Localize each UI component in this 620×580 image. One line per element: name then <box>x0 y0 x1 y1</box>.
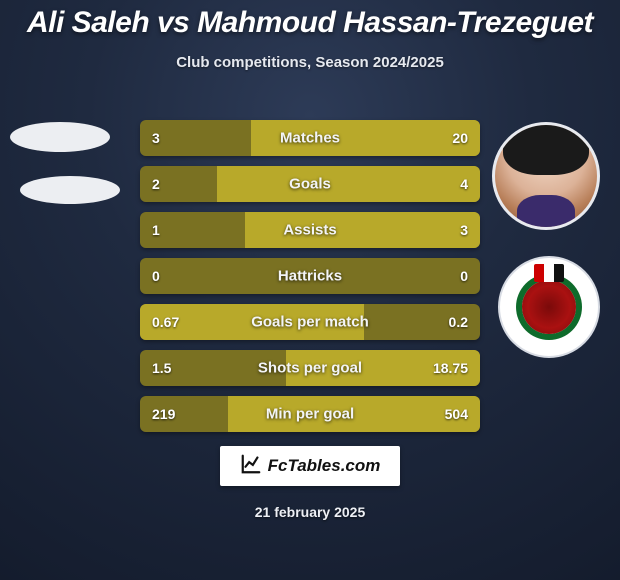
stat-left-fill <box>228 396 310 432</box>
stat-right-fill <box>310 304 364 340</box>
stat-right-value: 18.75 <box>433 360 468 376</box>
stat-right-fill <box>310 166 480 202</box>
content: Ali Saleh vs Mahmoud Hassan-Trezeguet Cl… <box>0 0 620 580</box>
stat-left-value: 219 <box>152 406 175 422</box>
avatar-right-player <box>492 122 600 230</box>
stat-right-value: 0 <box>460 268 468 284</box>
stat-row: 00Hattricks <box>140 258 480 294</box>
stat-right-value: 3 <box>460 222 468 238</box>
stat-right-value: 0.2 <box>449 314 468 330</box>
stat-row: 24Goals <box>140 166 480 202</box>
stat-left-fill <box>251 120 311 156</box>
stat-right-half <box>310 258 480 294</box>
subtitle: Club competitions, Season 2024/2025 <box>0 54 620 71</box>
chart-icon <box>240 453 262 480</box>
page-title: Ali Saleh vs Mahmoud Hassan-Trezeguet <box>0 0 620 40</box>
stat-right-value: 4 <box>460 176 468 192</box>
avatar-left-club <box>20 176 120 204</box>
stat-left-half <box>140 120 310 156</box>
stat-right-value: 20 <box>452 130 468 146</box>
stat-row: 0.670.2Goals per match <box>140 304 480 340</box>
stat-left-fill <box>217 166 311 202</box>
stat-right-fill <box>310 212 480 248</box>
avatar-left-player <box>10 122 110 152</box>
stat-left-fill <box>286 350 310 386</box>
stat-left-value: 1.5 <box>152 360 171 376</box>
stat-left-half <box>140 212 310 248</box>
date-label: 21 february 2025 <box>0 504 620 520</box>
stat-right-half <box>310 212 480 248</box>
stat-row: 1.518.75Shots per goal <box>140 350 480 386</box>
stat-left-value: 0.67 <box>152 314 179 330</box>
brand-badge: FcTables.com <box>220 446 400 486</box>
avatar-right-club <box>498 256 600 358</box>
stat-row: 219504Min per goal <box>140 396 480 432</box>
stat-row: 13Assists <box>140 212 480 248</box>
brand-text: FcTables.com <box>268 456 381 476</box>
stats-container: 320Matches24Goals13Assists00Hattricks0.6… <box>140 120 480 442</box>
stat-left-value: 0 <box>152 268 160 284</box>
stat-left-half <box>140 258 310 294</box>
stat-row: 320Matches <box>140 120 480 156</box>
stat-left-value: 3 <box>152 130 160 146</box>
stat-left-fill <box>245 212 310 248</box>
stat-left-half <box>140 166 310 202</box>
stat-right-value: 504 <box>445 406 468 422</box>
stat-right-half <box>310 166 480 202</box>
stat-left-value: 2 <box>152 176 160 192</box>
stat-left-value: 1 <box>152 222 160 238</box>
